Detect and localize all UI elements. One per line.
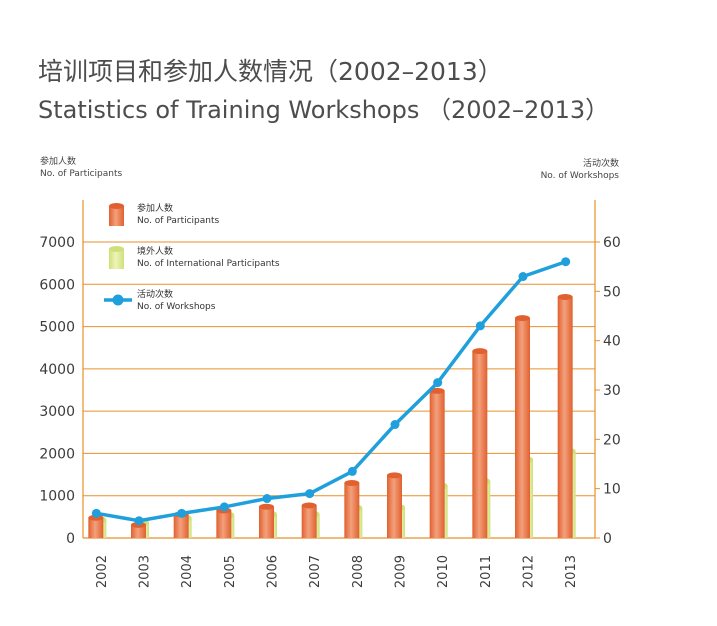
bar-participants [387, 472, 402, 538]
right-axis-label-cn: 活动次数 [582, 159, 619, 169]
legend-bar-swatch [109, 206, 124, 226]
workshops-point [177, 508, 187, 518]
workshops-point [305, 489, 315, 499]
x-tick-label: 2007 [308, 555, 323, 588]
right-axis-label-en: No. of Workshops [540, 171, 619, 181]
right-axis-caption: 活动次数 No. of Workshops [541, 158, 619, 182]
x-tick-label: 2006 [266, 555, 281, 588]
x-tick-label: 2012 [522, 555, 537, 588]
workshops-line [96, 260, 567, 523]
legend-bar-swatch-top [109, 246, 124, 252]
legend-point-swatch [112, 294, 124, 306]
workshops-point [219, 502, 229, 512]
y-left-tick-label: 3000 [39, 404, 75, 420]
x-tick-label: 2002 [95, 555, 110, 588]
legend-label-cn: 参加人数 [137, 202, 173, 214]
legend-label-en: No. of Workshops [137, 302, 216, 312]
y-right-tick-label: 20 [603, 432, 621, 448]
y-left-tick-label: 1000 [39, 489, 75, 505]
x-tick-label: 2010 [436, 555, 451, 588]
chart-title-cn: 培训项目和参加人数情况（2002–2013） [38, 57, 503, 86]
y-right-tick-label: 50 [603, 284, 621, 300]
bar-participants [301, 502, 317, 538]
bar-participants [472, 348, 488, 538]
y-left-tick-label: 4000 [39, 362, 75, 378]
legend-label-en: No. of International Participants [137, 259, 280, 269]
workshops-point [390, 420, 400, 430]
workshops-point [262, 494, 272, 504]
x-tick-label: 2011 [479, 555, 494, 588]
x-tick-label: 2009 [394, 555, 409, 588]
y-left-tick-label: 2000 [39, 446, 75, 462]
left-axis-caption: 参加人数 No. of Participants [40, 156, 122, 180]
chart-title-en: Statistics of Training Workshops （2002–2… [38, 96, 610, 124]
legend: 参加人数 No. of Participants 境外人数 No. of Intern… [104, 202, 280, 312]
x-tick-label: 2008 [351, 555, 366, 588]
x-tick-label: 2004 [180, 555, 195, 588]
bar-participants [216, 507, 232, 538]
legend-label-cn: 境外人数 [137, 245, 173, 257]
y-left-tick-label: 6000 [39, 277, 75, 293]
legend-bar-swatch [109, 249, 124, 269]
workshops-point [91, 508, 101, 518]
legend-label-cn: 活动次数 [137, 288, 173, 300]
y-left-tick-label: 5000 [39, 320, 75, 336]
workshops-point [347, 466, 357, 476]
workshops-point [475, 321, 485, 331]
legend-bar-swatch-top [109, 203, 124, 209]
y-left-tick-label: 0 [66, 531, 75, 547]
bar-participants [88, 514, 104, 538]
y-right-tick-label: 0 [603, 531, 612, 547]
workshops-point [134, 516, 144, 526]
x-tick-label: 2003 [138, 555, 153, 588]
y-right-tick-label: 40 [603, 334, 621, 350]
bar-participants [344, 480, 360, 538]
y-left-tick-label: 7000 [39, 235, 75, 251]
workshops-point [518, 272, 528, 282]
left-axis-label-en: No. of Participants [40, 169, 123, 179]
left-axis-label-cn: 参加人数 [40, 157, 77, 167]
bar-participants [429, 387, 445, 538]
x-tick-label: 2013 [564, 555, 579, 588]
bar-participants [557, 293, 573, 538]
y-right-tick-label: 10 [603, 482, 621, 498]
x-tick-label: 2005 [223, 555, 238, 588]
legend-label-en: No. of Participants [137, 216, 220, 226]
bar-participants [259, 503, 274, 538]
workshops-point [433, 378, 443, 388]
bar-participants [515, 315, 530, 538]
workshops-point [561, 257, 571, 267]
y-right-tick-label: 30 [603, 383, 621, 399]
y-right-tick-label: 60 [603, 235, 621, 251]
